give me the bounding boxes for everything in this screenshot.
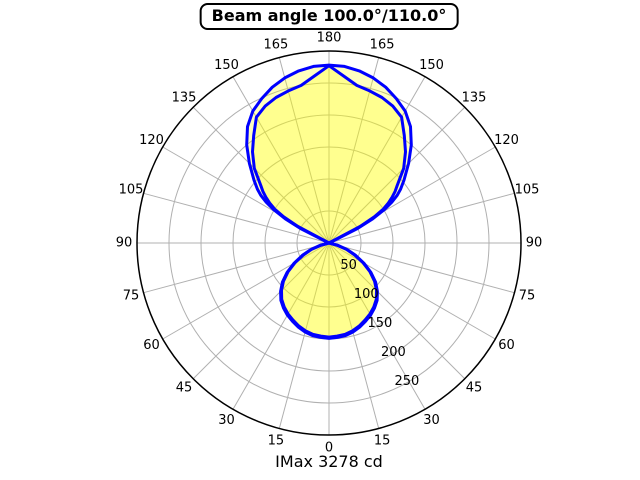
angle-tick-label: 90 xyxy=(526,236,543,251)
angle-tick-label: 60 xyxy=(498,338,515,353)
angle-tick-label: 15 xyxy=(374,434,391,449)
radius-tick-label: 150 xyxy=(368,316,393,331)
chart-title-box: Beam angle 100.0°/110.0° xyxy=(199,3,459,30)
radius-tick-label: 50 xyxy=(340,258,357,273)
angle-tick-label: 150 xyxy=(419,58,444,73)
radius-ring xyxy=(264,178,394,308)
angle-tick-label: 105 xyxy=(515,182,540,197)
angle-tick-label: 105 xyxy=(119,182,144,197)
outer-circle xyxy=(136,50,522,436)
angle-tick-label: 45 xyxy=(466,381,483,396)
radius-grid-rings xyxy=(136,50,522,436)
angle-tick-label: 90 xyxy=(116,236,133,251)
radius-tick-label: 250 xyxy=(395,374,420,389)
angle-tick-label: 15 xyxy=(268,434,285,449)
angle-tick-label: 165 xyxy=(370,38,395,53)
angle-tick-label: 75 xyxy=(519,289,536,304)
angle-tick-label: 120 xyxy=(139,133,164,148)
angle-tick-label: 120 xyxy=(494,133,519,148)
radius-tick-label: 100 xyxy=(354,287,379,302)
angle-tick-label: 165 xyxy=(263,38,288,53)
angle-tick-label: 30 xyxy=(423,413,440,428)
beam-lobe-fills xyxy=(246,65,412,339)
radius-tick-label: 200 xyxy=(381,345,406,360)
angle-tick-label: 135 xyxy=(462,91,487,106)
radius-ring xyxy=(296,210,362,276)
angle-tick-label: 30 xyxy=(218,413,235,428)
imax-label: IMax 3278 cd xyxy=(275,452,383,471)
angle-tick-label: 45 xyxy=(176,381,193,396)
angle-tick-label: 135 xyxy=(172,91,197,106)
angle-tick-label: 75 xyxy=(123,289,140,304)
radius-ring xyxy=(200,114,458,372)
angle-tick-label: 0 xyxy=(325,441,333,456)
radius-tick-labels: 50 100 150 200 250 xyxy=(340,258,419,389)
beam-100-curve xyxy=(251,64,407,339)
beam-110-fill xyxy=(246,65,412,339)
angle-tick-labels: 0 15 15 30 30 45 45 60 60 75 75 90 90 105 105 120 120 135… xyxy=(116,31,543,456)
angle-tick-label: 60 xyxy=(143,338,160,353)
chart-title: Beam angle 100.0°/110.0° xyxy=(211,6,447,25)
beam-intensity-curves xyxy=(245,63,413,340)
radius-ring xyxy=(168,82,490,404)
angle-tick-label: 150 xyxy=(214,58,239,73)
angle-tick-label: 180 xyxy=(317,31,342,46)
